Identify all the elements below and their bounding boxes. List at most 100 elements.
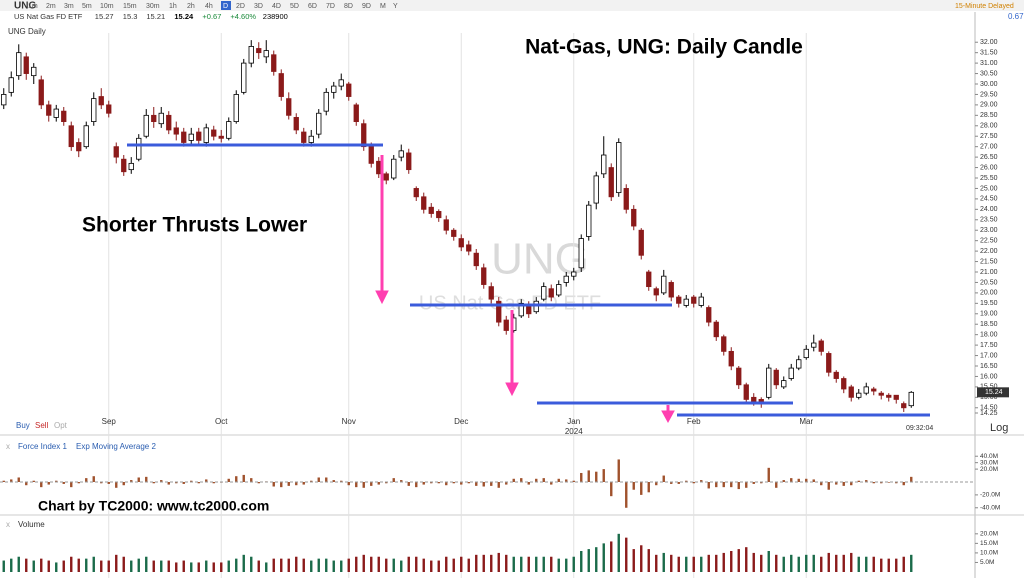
timeframe-button[interactable]: 1m <box>28 3 38 10</box>
timeframe-button[interactable]: 5D <box>290 3 299 10</box>
opt-button[interactable]: Opt <box>54 421 68 430</box>
volume-bar <box>452 558 455 572</box>
candle-body <box>346 83 352 97</box>
volume-bar <box>280 558 283 572</box>
timeframe-button[interactable]: D <box>223 3 228 10</box>
timeframe-button[interactable]: 2D <box>236 3 245 10</box>
buy-button[interactable]: Buy <box>16 421 30 430</box>
candle-body <box>691 296 697 304</box>
candle-body <box>271 54 277 72</box>
force-bar <box>535 478 538 482</box>
timeframe-button[interactable]: 3m <box>64 3 74 10</box>
volume-bar <box>10 558 13 572</box>
force-bar <box>625 482 628 508</box>
timeframe-button[interactable]: 5m <box>82 3 92 10</box>
volume-bar <box>737 549 740 572</box>
volume-bar <box>910 554 913 572</box>
volume-bar <box>92 556 95 572</box>
candle-body <box>428 206 434 214</box>
timeframe-button[interactable]: 30m <box>146 3 160 10</box>
y-tick-label: 23.50 <box>980 217 998 224</box>
quote-open: 15.27 <box>95 12 114 21</box>
force-bar <box>175 482 178 484</box>
symbol[interactable]: UNG <box>14 1 36 12</box>
arrow-head <box>375 290 389 305</box>
sell-button[interactable]: Sell <box>35 421 49 430</box>
candle-body <box>601 154 607 175</box>
volume-bar <box>647 549 650 572</box>
candle-body <box>863 386 869 394</box>
quote-last: 15.24 <box>174 12 194 21</box>
candle-body <box>766 367 772 398</box>
timeframe-button[interactable]: 2m <box>46 3 56 10</box>
volume-bar <box>265 562 268 572</box>
force-bar <box>715 482 718 488</box>
volume-bar <box>2 560 5 572</box>
volume-name: Volume <box>18 520 45 529</box>
candle-body <box>488 286 494 300</box>
timeframe-button[interactable]: M <box>380 3 386 10</box>
force-bar <box>467 482 470 484</box>
timeframe-button[interactable]: 4D <box>272 3 281 10</box>
y-tick-label: 30.0M <box>980 459 998 466</box>
force-bar <box>910 476 913 482</box>
volume-bar <box>760 554 763 572</box>
candle-body <box>818 340 824 352</box>
volume-bar <box>422 558 425 572</box>
force-bar <box>122 482 125 486</box>
credit: Chart by TC2000: www.tc2000.com <box>38 498 269 514</box>
volume-bar <box>557 558 560 572</box>
force-bar <box>670 482 673 484</box>
timeframe-button[interactable]: 8D <box>344 3 353 10</box>
candle-body <box>556 284 562 296</box>
close-icon[interactable]: x <box>6 442 10 451</box>
force-bar <box>317 477 320 482</box>
volume-bar <box>287 558 290 572</box>
y-tick-label: 20.50 <box>980 279 998 286</box>
force-bar <box>692 482 695 484</box>
scale-mode[interactable]: Log <box>990 422 1008 434</box>
timeframe-button[interactable]: 15m <box>123 3 137 10</box>
close-icon[interactable]: x <box>6 520 10 529</box>
y-tick-label: 20.00 <box>980 290 998 297</box>
support-lines <box>127 143 930 417</box>
force-bar <box>542 478 545 482</box>
force-bar <box>550 482 553 485</box>
timeframe-button[interactable]: 3D <box>254 3 263 10</box>
force-bar <box>460 482 463 485</box>
y-tick-label: 28.00 <box>980 123 998 130</box>
timeframe-button[interactable]: 7D <box>326 3 335 10</box>
volume-bar <box>205 560 208 572</box>
volume-bar <box>325 558 328 572</box>
timeframe-button[interactable]: Y <box>393 3 398 10</box>
force-bar <box>205 479 208 482</box>
force-bar <box>677 482 680 484</box>
force-bar <box>880 482 883 484</box>
candle-body <box>436 211 442 219</box>
timeframe-button[interactable]: 4h <box>205 3 213 10</box>
timeframe-button[interactable]: 1h <box>169 3 177 10</box>
volume-bar <box>902 556 905 572</box>
candle-body <box>608 167 614 198</box>
candle-body <box>496 300 502 323</box>
volume-bar <box>227 560 230 572</box>
force-bar <box>602 469 605 482</box>
force-bar <box>437 482 440 484</box>
y-tick-label: 23.00 <box>980 227 998 234</box>
candle-body <box>143 114 149 137</box>
candle-body <box>653 288 659 296</box>
force-bar <box>107 482 110 484</box>
candle-body <box>713 321 719 338</box>
volume-bar <box>550 556 553 572</box>
candle-body <box>803 348 809 359</box>
timeframe-button[interactable]: 9D <box>362 3 371 10</box>
candle-body <box>31 66 37 77</box>
volume-bar <box>520 556 523 572</box>
timeframe-button[interactable]: 6D <box>308 3 317 10</box>
volume-bar <box>355 556 358 572</box>
timeframe-button[interactable]: 2h <box>187 3 195 10</box>
force-bar <box>730 482 733 488</box>
timeframe-button[interactable]: 10m <box>100 3 114 10</box>
